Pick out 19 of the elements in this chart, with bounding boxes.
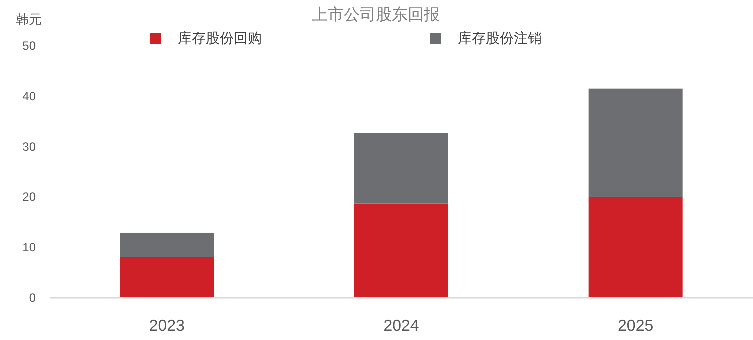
y-tick-label: 50: [22, 39, 36, 53]
bar: [120, 257, 214, 298]
chart-title: 上市公司股东回报: [312, 6, 440, 24]
bar: [354, 133, 448, 204]
y-tick-label: 30: [22, 140, 36, 154]
bar: [120, 232, 214, 258]
legend-label: 库存股份注销: [458, 30, 542, 46]
x-tick-label: 2025: [618, 318, 654, 335]
y-tick-label: 40: [22, 89, 36, 104]
bar: [588, 88, 683, 198]
y-tick-label: 0: [29, 291, 36, 305]
legend-label: 库存股份回购: [178, 30, 262, 46]
x-tick-label: 2023: [149, 318, 186, 335]
bar: [354, 204, 448, 298]
x-tick-label: 2024: [384, 318, 420, 335]
y-tick-label: 20: [22, 190, 36, 204]
y-axis-title: 韩元: [16, 12, 42, 27]
y-tick-label: 10: [22, 240, 36, 255]
bar: [588, 197, 683, 298]
